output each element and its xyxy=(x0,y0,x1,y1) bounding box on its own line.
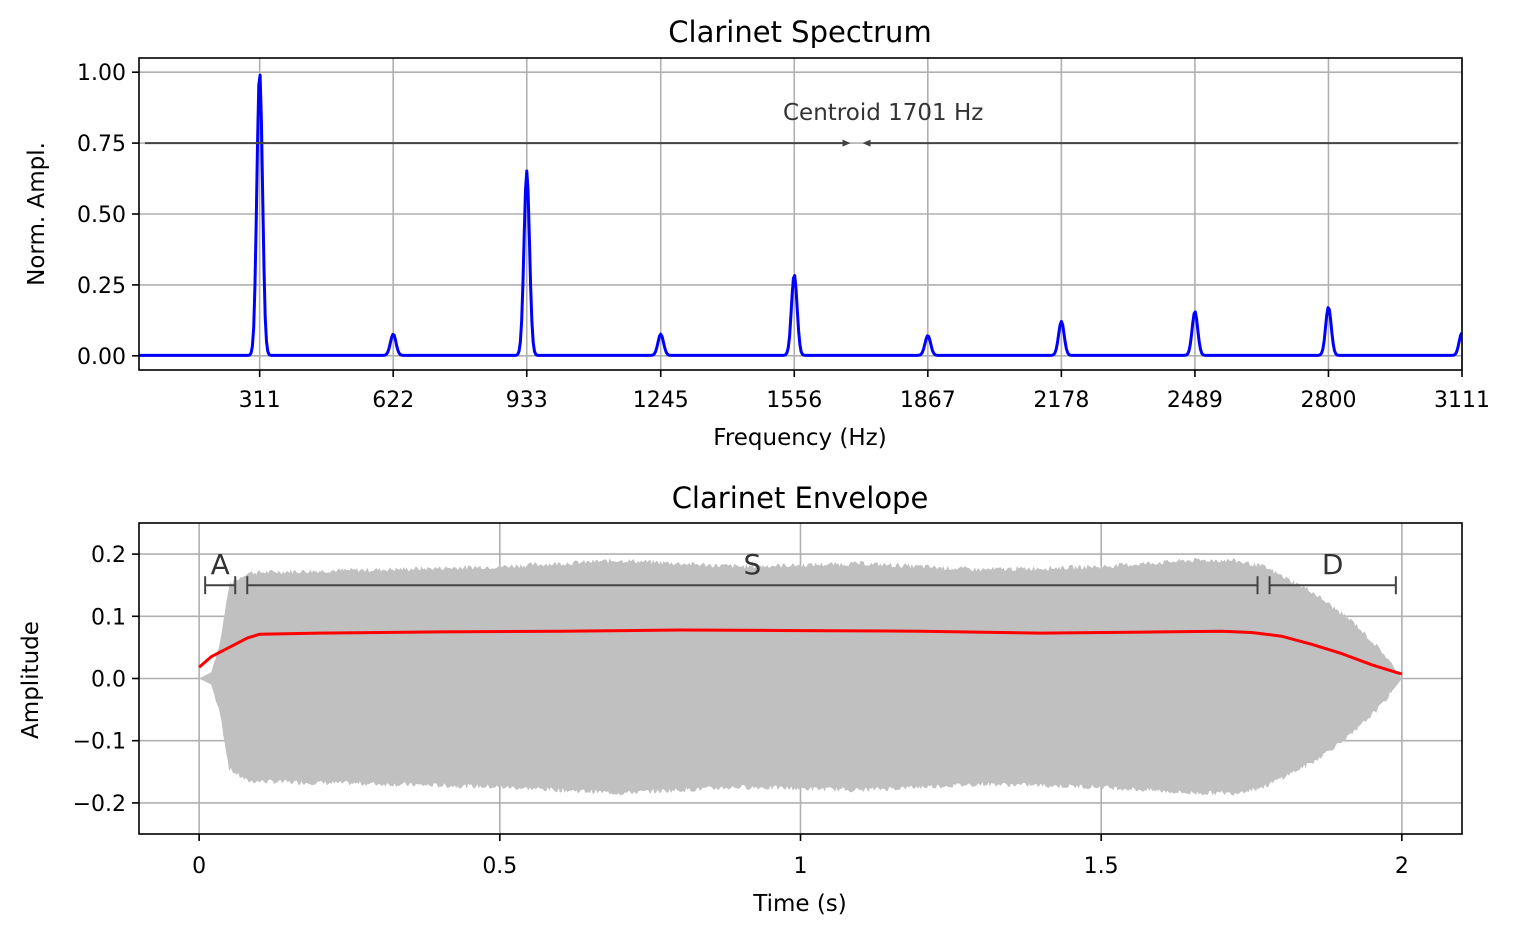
centroid-label: Centroid 1701 Hz xyxy=(783,100,983,126)
envelope-x-tick-label: 2 xyxy=(1395,854,1409,879)
envelope-x-label: Time (s) xyxy=(752,891,847,917)
envelope-panel: Clarinet Envelope A S D 0 0.5 1 1.5 2 −0.2 −0.1… xyxy=(18,481,1463,917)
spectrum-y-tick-label: 1.00 xyxy=(77,61,126,86)
spectrum-x-tick-label: 2800 xyxy=(1300,388,1356,413)
spectrum-y-ticks: 0.00 0.25 0.50 0.75 1.00 xyxy=(77,61,139,370)
envelope-x-tick-label: 0.5 xyxy=(482,854,517,879)
envelope-x-tick-label: 0 xyxy=(192,854,206,879)
spectrum-y-tick-label: 0.25 xyxy=(77,274,126,299)
envelope-x-tick-label: 1.5 xyxy=(1084,854,1119,879)
envelope-y-label: Amplitude xyxy=(18,621,44,739)
spectrum-x-tick-label: 1556 xyxy=(766,388,822,413)
spectrum-x-tick-label: 3111 xyxy=(1434,388,1490,413)
spectrum-x-label: Frequency (Hz) xyxy=(713,425,886,451)
envelope-y-ticks: −0.2 −0.1 0.0 0.1 0.2 xyxy=(73,543,139,817)
spectrum-x-tick-label: 1245 xyxy=(633,388,689,413)
spectrum-y-label: Norm. Ampl. xyxy=(24,142,50,286)
envelope-y-tick-label: 0.2 xyxy=(91,543,126,568)
spectrum-title: Clarinet Spectrum xyxy=(668,15,931,49)
envelope-x-ticks: 0 0.5 1 1.5 2 xyxy=(192,834,1409,879)
phase-label-s: S xyxy=(744,548,762,581)
phase-label-a: A xyxy=(211,548,230,581)
envelope-y-tick-label: 0.0 xyxy=(91,668,126,693)
centroid-annotation xyxy=(145,139,1458,147)
spectrum-y-tick-label: 0.00 xyxy=(77,345,126,370)
waveform-area xyxy=(199,557,1402,796)
spectrum-x-tick-label: 933 xyxy=(506,388,548,413)
rms-envelope-line xyxy=(198,628,1403,676)
spectrum-y-tick-label: 0.50 xyxy=(77,203,126,228)
spectrum-x-tick-label: 1867 xyxy=(900,388,956,413)
spectrum-x-tick-label: 311 xyxy=(239,388,281,413)
spectrum-x-ticks: 311 622 933 1245 1556 1867 2178 2489 2800 3111 xyxy=(239,370,1490,413)
envelope-y-tick-label: −0.2 xyxy=(73,792,126,817)
spectrum-x-tick-label: 2489 xyxy=(1167,388,1223,413)
spectrum-x-tick-label: 622 xyxy=(372,388,414,413)
envelope-y-tick-label: 0.1 xyxy=(91,605,126,630)
centroid-arrowhead-right xyxy=(862,139,871,147)
spectrum-x-tick-label: 2178 xyxy=(1033,388,1089,413)
phase-label-d: D xyxy=(1322,548,1344,581)
envelope-title: Clarinet Envelope xyxy=(672,481,929,515)
spectrum-series-line xyxy=(139,73,1462,357)
centroid-arrowhead-left xyxy=(842,139,851,147)
spectrum-y-tick-label: 0.75 xyxy=(77,132,126,157)
envelope-y-tick-label: −0.1 xyxy=(73,730,126,755)
envelope-x-tick-label: 1 xyxy=(794,854,808,879)
spectrum-panel: Clarinet Spectrum Centroid 1701 Hz 311 62… xyxy=(24,15,1490,451)
